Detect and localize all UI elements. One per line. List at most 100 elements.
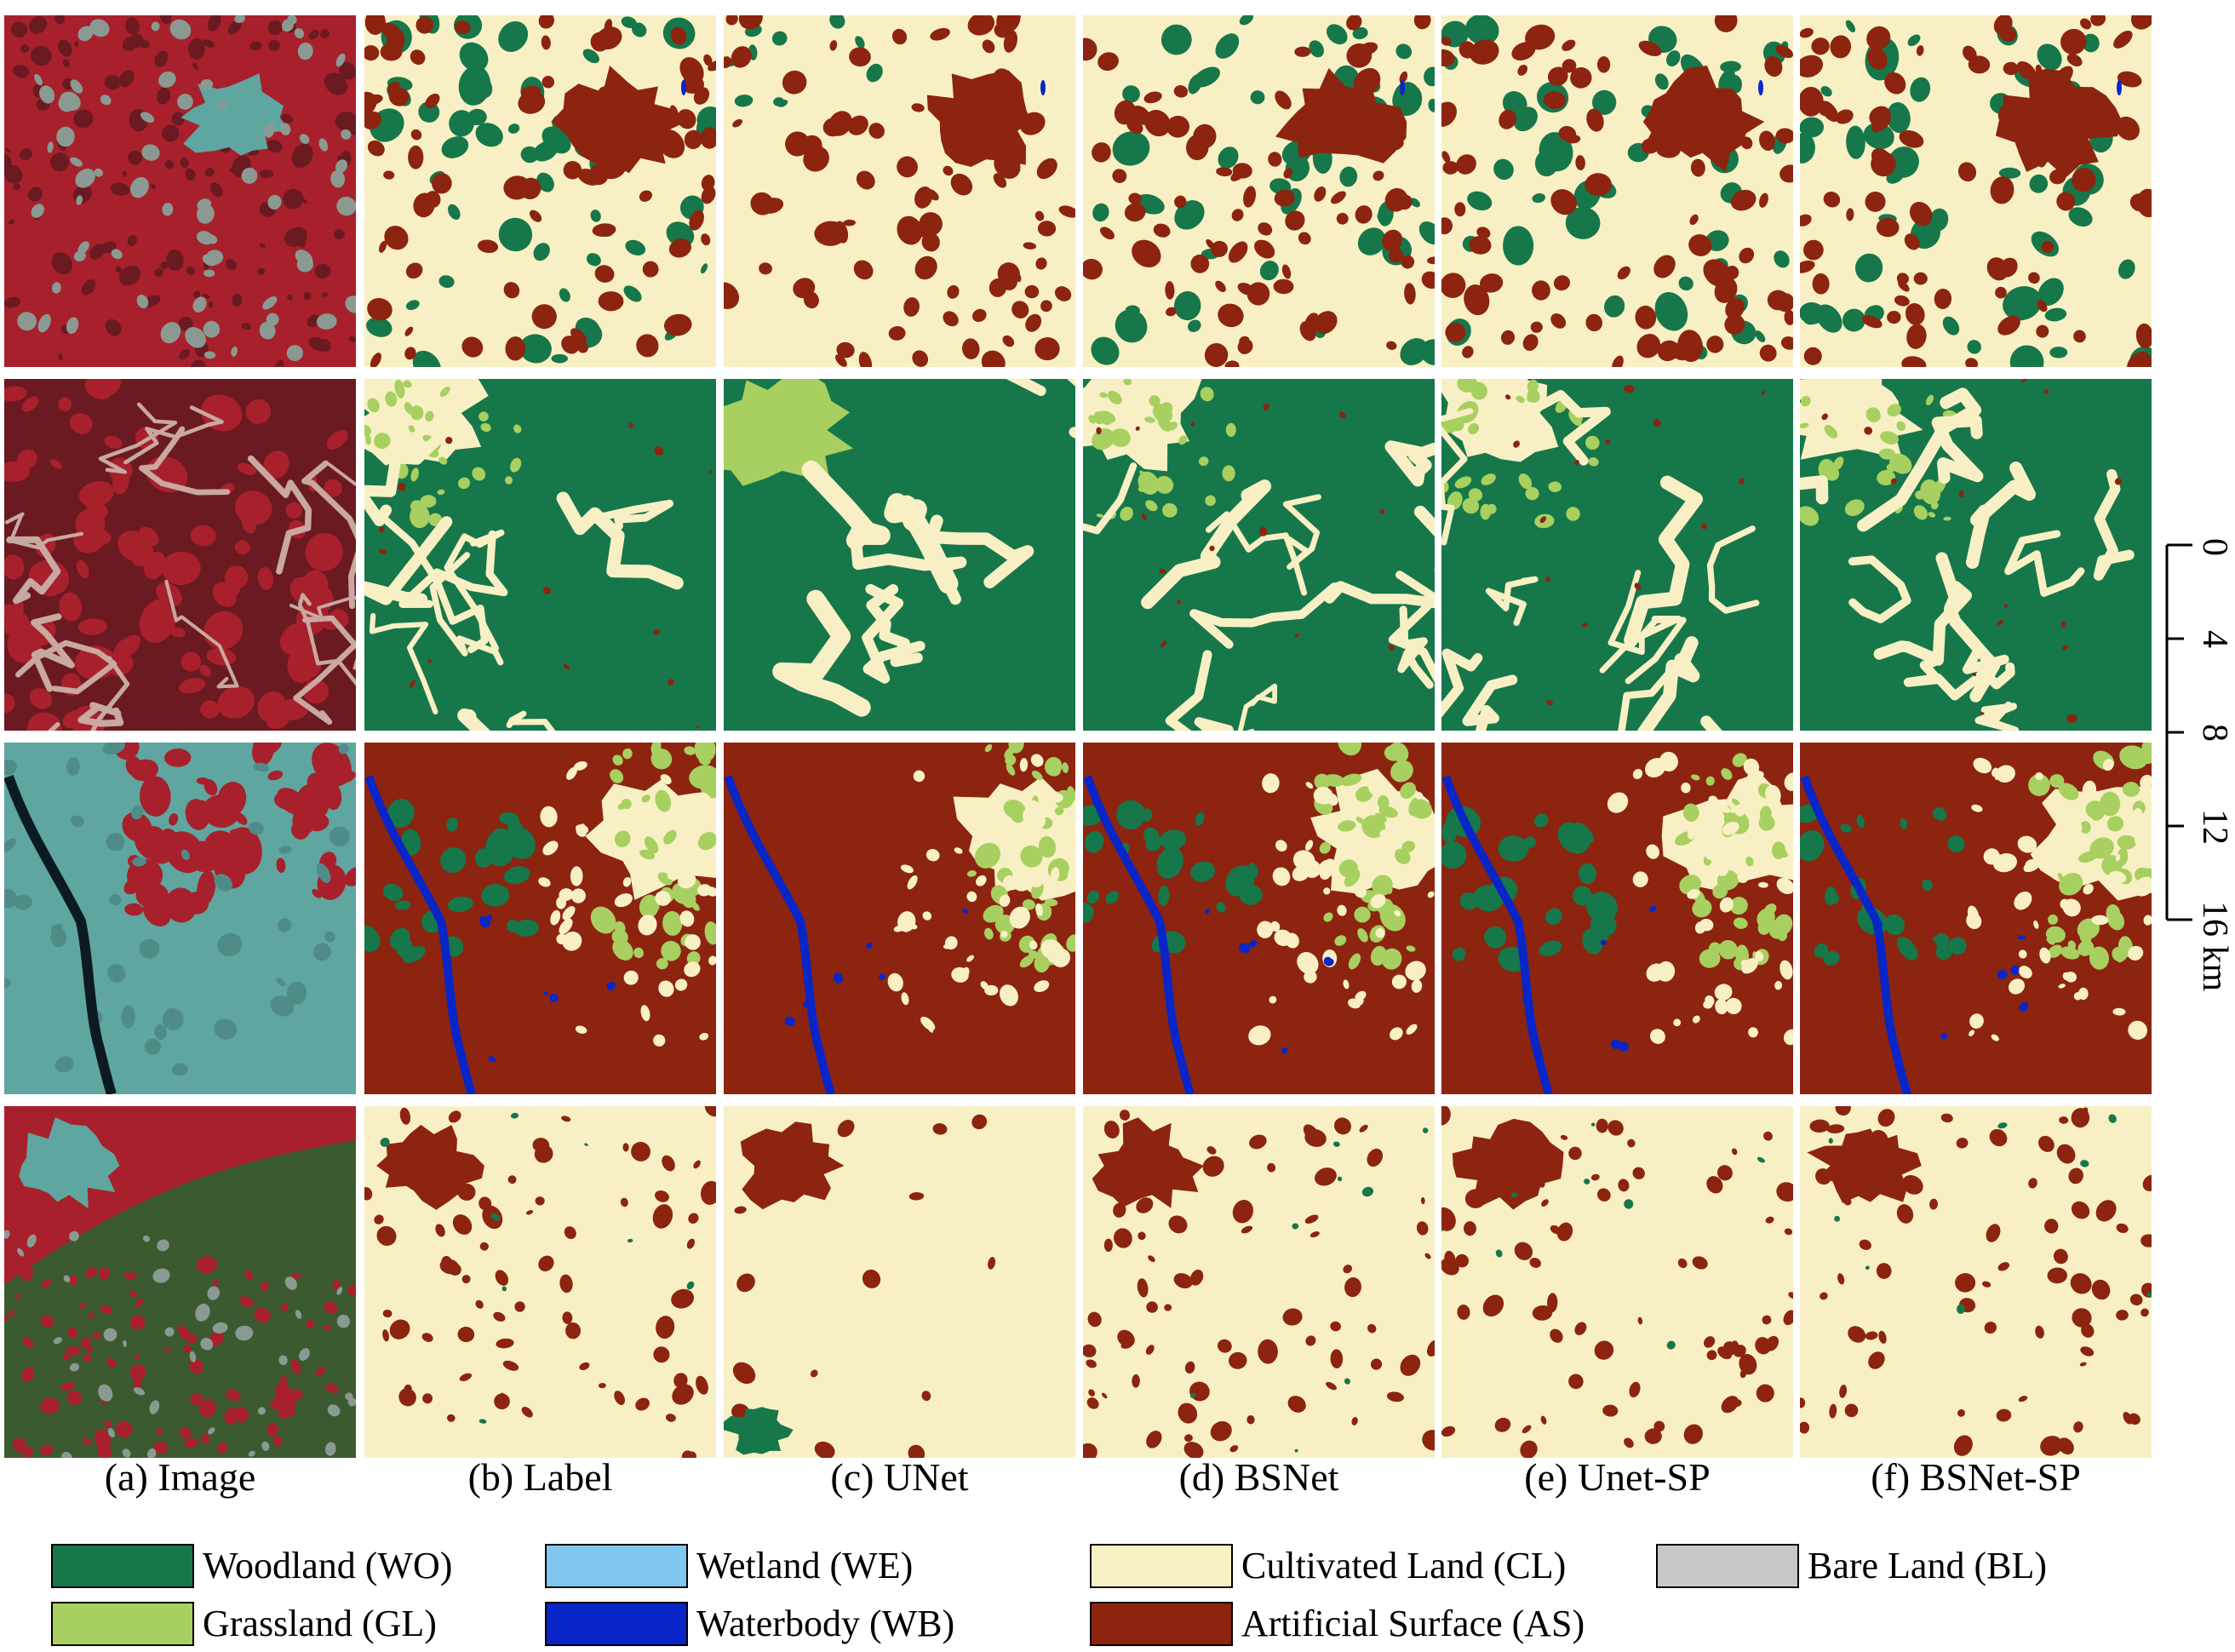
tile-mountain-woodland-label [364,379,716,731]
caption-image: (a) Image [104,1455,256,1499]
water-patch [1400,80,1405,95]
waterbody-river [1083,775,1195,1094]
legend-item-wetland: Wetland (WE) [545,1541,913,1591]
scale-bar [2158,536,2226,979]
settlement-patches [364,1106,716,1458]
scale-label-4: 4 [2195,630,2234,648]
legend-label-grassland: Grassland (GL) [203,1603,437,1644]
cultivated-patches [1966,757,2152,1041]
water-patch [1758,80,1763,95]
tile-rural-city-cropland-label [364,15,716,367]
tile-city-river-bsnet [1083,743,1435,1094]
legend-item-bare-land: Bare Land (BL) [1656,1541,2047,1591]
tile-rural-city-cropland-bsnet_sp [1800,15,2152,367]
tile-mountain-woodland-unet_sp [1441,379,1793,731]
cultivated-patches [538,761,716,1047]
grassland-patches [1314,743,1432,970]
image-blocks [4,743,350,1076]
water-patch [2117,80,2122,95]
tile-city-river-image [4,743,356,1094]
cultivated-valleys [1800,387,2135,731]
tile-cropland-town-unet [724,1106,1075,1458]
image-villages [17,15,356,362]
cultivated-patches [887,754,1071,1033]
waterbody-river [1800,775,1911,1094]
tile-mountain-woodland-image [4,379,356,731]
legend-swatch-waterbody [545,1602,688,1646]
settlement-patches [1800,15,2152,367]
image-town [19,1117,120,1209]
caption-unet: (c) UNet [830,1455,969,1499]
scale-bar-graphic [2165,543,2192,921]
legend-swatch-cultivated-land [1090,1544,1233,1588]
woodland-corner [724,1407,794,1455]
waterbody-ponds [1520,905,1657,1052]
caption-bsnet-sp: (f) BSNet-SP [1871,1455,2081,1499]
grassland-patches [590,743,716,970]
legend-item-woodland: Woodland (WO) [51,1541,452,1591]
tile-mountain-woodland-unet [724,379,1075,731]
cultivated-valleys [772,379,1075,717]
waterbody-ponds [1205,909,1334,1054]
woodland-patches [1441,806,1618,972]
tile-cropland-town-unet_sp [1441,1106,1793,1458]
caption-unet-sp: (e) Unet-SP [1524,1455,1711,1499]
image-background [4,15,356,367]
legend-swatch-wetland [545,1544,688,1588]
tile-mountain-woodland-bsnet [1083,379,1435,731]
legend-label-woodland: Woodland (WO) [203,1545,453,1586]
settlement-patches [731,1114,996,1458]
legend-label-bare-land: Bare Land (BL) [1808,1545,2047,1586]
image-valleys [4,402,356,731]
settlement-specks [1096,403,1395,651]
tile-rural-city-cropland-unet [724,15,1075,367]
tile-city-river-unet [724,743,1075,1094]
settlement-patches [1800,1106,2152,1456]
legend-item-artificial-surface: Artificial Surface (AS) [1090,1599,1585,1649]
tile-cropland-town-image [4,1106,356,1458]
cultivated-patches [1607,751,1793,1046]
legend-swatch-grassland [51,1602,194,1646]
tile-rural-city-cropland-unet_sp [1441,15,1793,367]
city-area [551,66,686,174]
legend-swatch-artificial-surface [1090,1602,1233,1646]
legend-swatch-bare-land [1656,1544,1799,1588]
image-villages [4,1230,356,1458]
woodland-specks [380,1112,695,1424]
legend-item-grassland: Grassland (GL) [51,1599,437,1649]
city-area [1275,67,1407,163]
tile-cropland-town-bsnet [1083,1106,1435,1458]
town-area [1092,1117,1204,1208]
waterbody-ponds [1874,920,2029,1040]
tile-cropland-town-bsnet_sp [1800,1106,2152,1458]
tile-city-river-label [364,743,716,1094]
grassland-patches [2028,743,2152,970]
image-fields [4,1253,356,1458]
image-texture [4,15,356,367]
water-patch [1040,80,1046,95]
caption-bsnet: (d) BSNet [1178,1455,1339,1499]
caption-label: (b) Label [467,1455,613,1499]
tile-mountain-woodland-bsnet_sp [1800,379,2152,731]
city-area [926,70,1032,167]
waterbody-ponds [479,915,616,1063]
settlement-patches [1441,1106,1793,1458]
image-city [181,73,289,156]
water-patch [681,80,686,95]
scale-label-8: 8 [2195,724,2234,742]
legend-item-waterbody: Waterbody (WB) [545,1599,954,1649]
settlement-specks [1821,379,2122,723]
legend-item-cultivated-land: Cultivated Land (CL) [1090,1541,1566,1591]
tile-rural-city-cropland-image [4,15,356,367]
tile-city-river-bsnet_sp [1800,743,2152,1094]
waterbody-river [364,775,476,1094]
grassland-patches [1088,379,1236,521]
waterbody-ponds [784,908,968,1027]
legend-label-cultivated-land: Cultivated Land (CL) [1241,1545,1567,1586]
legend-swatch-woodland [51,1544,194,1588]
settlement-patches [1083,15,1435,367]
settlement-specks [1504,384,1766,706]
city-area [1995,68,2123,178]
town-area [740,1121,845,1210]
legend-label-artificial-surface: Artificial Surface (AS) [1241,1603,1585,1644]
